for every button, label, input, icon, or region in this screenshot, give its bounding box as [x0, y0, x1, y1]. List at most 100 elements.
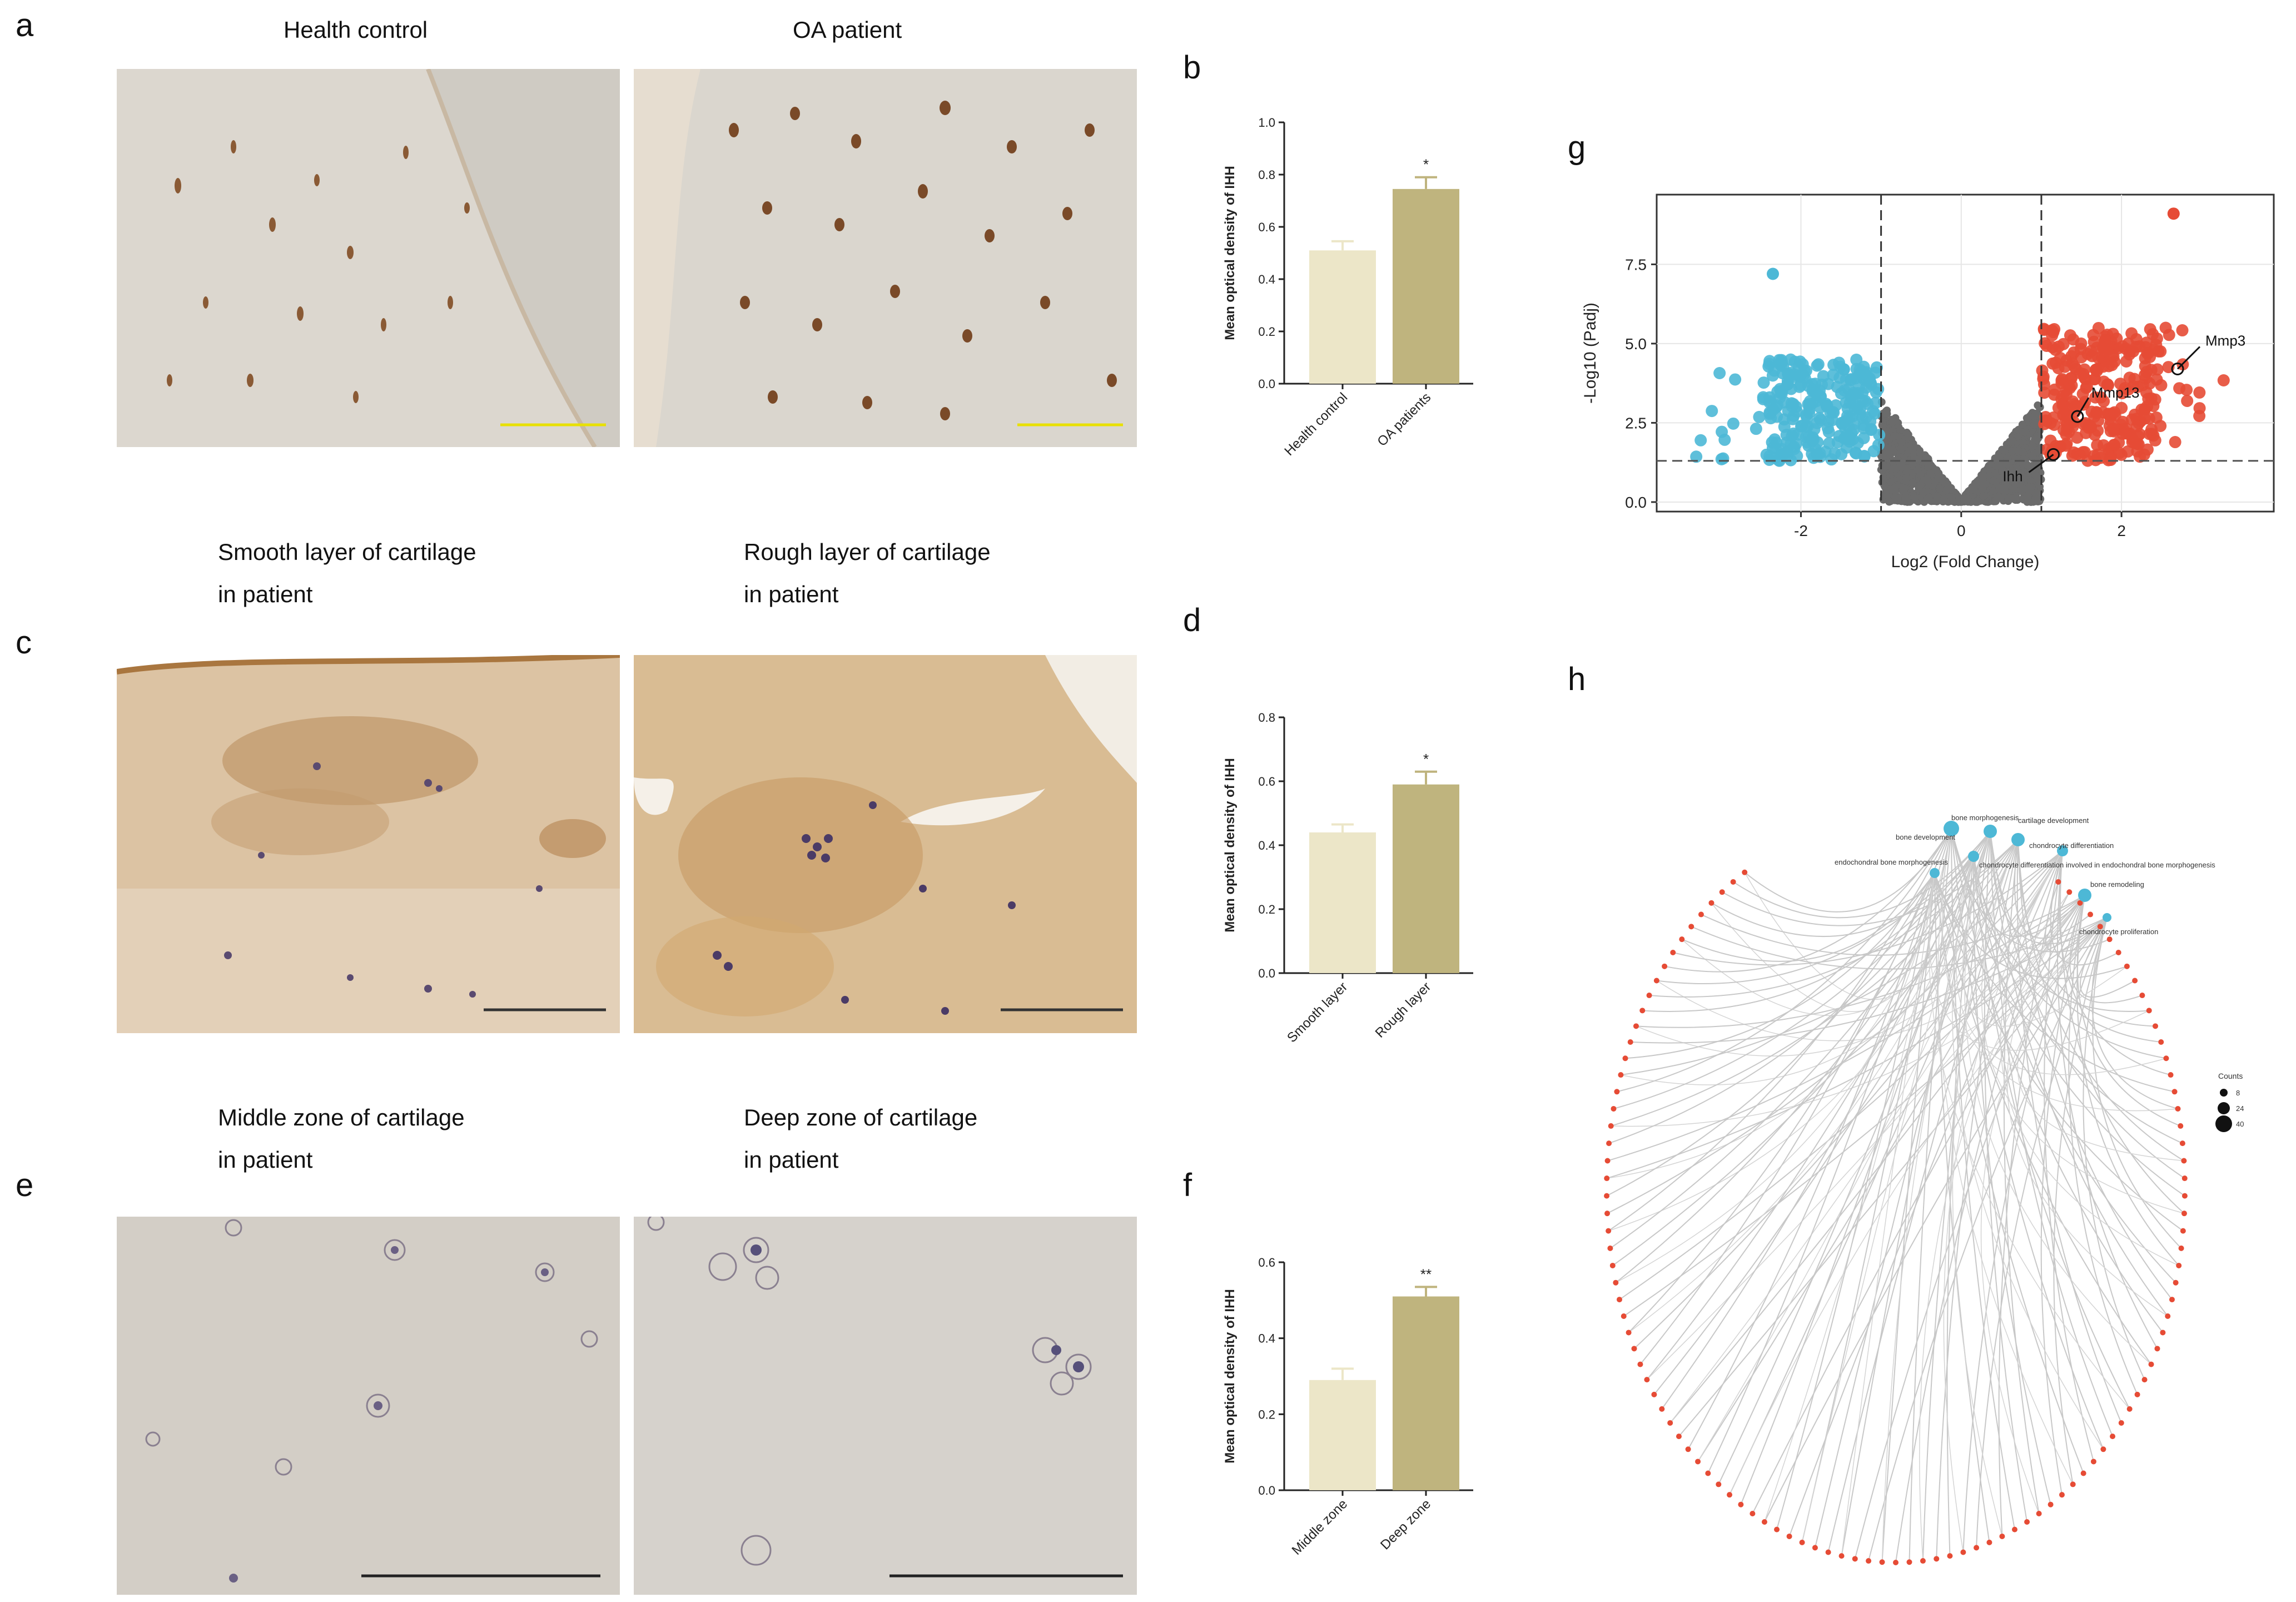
- point-ns: [1883, 410, 1891, 418]
- network-edge: [1951, 828, 2166, 1059]
- y-axis-label: Mean optical density of IHH: [1222, 166, 1238, 340]
- legend-dot-24: [2218, 1102, 2230, 1114]
- micrograph-middle-zone: [117, 1217, 620, 1595]
- gene-node: [2160, 1330, 2166, 1336]
- term-label: chondrocyte proliferation: [2079, 928, 2158, 936]
- gene-node: [2055, 879, 2061, 885]
- point-up: [2090, 363, 2103, 376]
- point-down: [1858, 449, 1871, 462]
- network-edge: [1951, 828, 2104, 1450]
- point-ns: [1887, 485, 1895, 494]
- gene-node: [1614, 1089, 1620, 1095]
- gene-node: [2178, 1123, 2184, 1129]
- point-ns: [2013, 455, 2021, 464]
- gene-node: [1947, 1553, 1953, 1559]
- gene-node: [1604, 1211, 1611, 1217]
- gene-leader-Mmp3: [2176, 346, 2201, 370]
- network-edge: [1972, 856, 2051, 1505]
- gene-leader-Mmp13: [2076, 397, 2090, 417]
- point-up: [2142, 347, 2155, 360]
- point-up: [2144, 323, 2156, 336]
- y-tick-label: 0.2: [1258, 325, 1275, 339]
- network-edge: [1625, 872, 1935, 1059]
- network-edge: [2076, 895, 2181, 1127]
- micrograph-smooth-layer: [117, 655, 620, 1033]
- point-down: [1835, 416, 1848, 429]
- panel-letter-d: d: [1183, 602, 1201, 638]
- bar-1: [1393, 1296, 1459, 1490]
- point-up: [2108, 406, 2121, 419]
- network-edge: [1646, 831, 1991, 1380]
- network-edge: [1841, 872, 1935, 1556]
- point-down: [1772, 454, 1785, 467]
- gene-node: [1653, 978, 1659, 984]
- point-up: [2110, 332, 2123, 345]
- point-ns: [2002, 470, 2010, 479]
- gene-node: [1667, 1420, 1673, 1426]
- network-edge: [1740, 856, 1974, 1505]
- network-edge: [1909, 828, 1952, 1563]
- gene-node: [1659, 1406, 1665, 1412]
- point-up: [2134, 450, 2146, 463]
- gene-node: [1604, 1176, 1610, 1182]
- y-tick-label: 0.6: [1258, 1256, 1275, 1269]
- point-up: [2071, 400, 2084, 413]
- gene-node: [1974, 1545, 1980, 1551]
- gene-node: [1617, 1297, 1623, 1303]
- gene-node: [2181, 1176, 2188, 1182]
- point-down: [1706, 405, 1718, 418]
- gene-node: [1651, 1391, 1657, 1397]
- gene-node: [1679, 936, 1685, 943]
- bar-chart-d-svg: 0.0 0.2 0.4 0.6 0.8 Mean optical density of I…: [1222, 711, 1473, 1045]
- point-down: [1715, 453, 1728, 465]
- point-ns: [1978, 484, 1986, 493]
- gene-node: [2132, 978, 2138, 984]
- gene-node: [2181, 1158, 2187, 1164]
- y-tick-label: 5.0: [1625, 335, 1647, 353]
- gene-node: [2175, 1105, 2181, 1112]
- gene-node: [2066, 889, 2073, 895]
- network-edge: [1711, 856, 1974, 937]
- point-down: [1690, 450, 1703, 463]
- x-tick-label-1: Deep zone: [1378, 1496, 1434, 1553]
- point-ns: [2009, 437, 2017, 445]
- point-up: [2181, 394, 2194, 407]
- term-label: cartilage development: [2018, 816, 2089, 825]
- point-ns: [2008, 447, 2016, 455]
- gene-node: [2165, 1313, 2171, 1320]
- y-tick-label: 2.5: [1625, 414, 1647, 432]
- point-down: [1845, 427, 1858, 440]
- point-down: [1750, 423, 1762, 435]
- network-edge: [2056, 850, 2158, 1349]
- gene-node: [1662, 963, 1668, 969]
- gene-node: [2036, 1510, 2042, 1516]
- point-ns: [1884, 444, 1892, 453]
- network-edge: [1653, 839, 2019, 1395]
- gene-node: [1611, 1105, 1617, 1112]
- gene-node: [1866, 1558, 1872, 1564]
- term-node: [2078, 889, 2091, 902]
- legend-label-8: 8: [2236, 1089, 2240, 1097]
- gene-node: [2070, 1481, 2076, 1487]
- gene-node: [1727, 1492, 1733, 1498]
- caption-oa-patient: OA patient: [793, 17, 902, 43]
- point-up: [2131, 429, 2144, 442]
- network-edge: [1616, 872, 1935, 1283]
- y-tick-label: 0.4: [1258, 1332, 1275, 1346]
- point-up: [2098, 375, 2110, 388]
- point-up: [2090, 406, 2103, 419]
- term-label: chondrocyte differentiation involved in …: [1979, 861, 2215, 869]
- point-ns: [1911, 494, 1919, 502]
- point-down: [1812, 358, 1825, 371]
- point-up: [2107, 422, 2120, 435]
- network-edge: [1881, 831, 1991, 1563]
- x-axis-label: Log2 (Fold Change): [1891, 553, 2040, 571]
- point-ns: [2021, 428, 2029, 436]
- panel-letter-e: e: [16, 1167, 34, 1203]
- caption-rough-layer: Rough layer of cartilage in patient: [744, 539, 991, 607]
- network-edge: [2017, 917, 2184, 1162]
- point-up: [2150, 339, 2163, 351]
- point-down: [1808, 385, 1821, 398]
- y-tick-label: 7.5: [1625, 256, 1647, 273]
- network-edge: [1607, 895, 2085, 1162]
